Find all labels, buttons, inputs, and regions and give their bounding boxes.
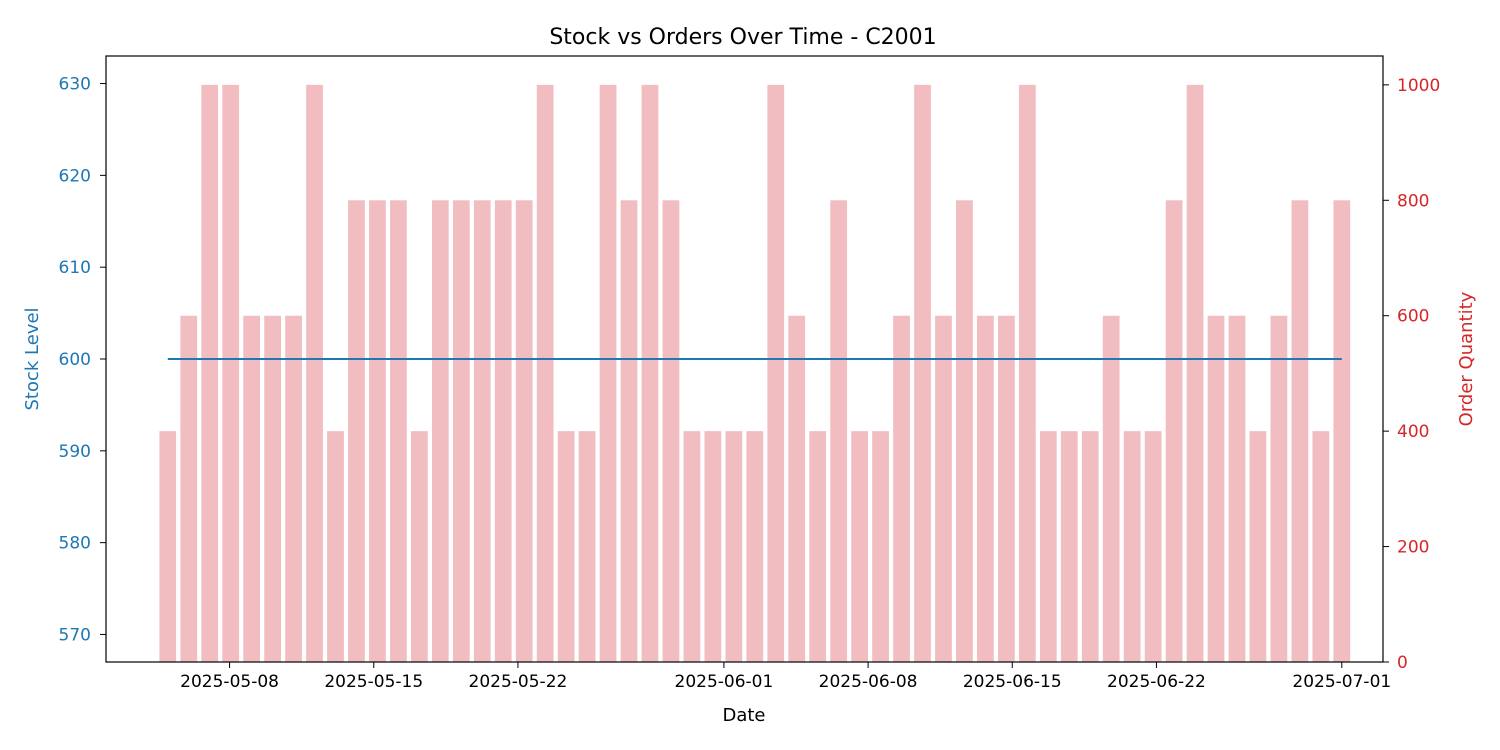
order-bar xyxy=(452,200,470,663)
order-bar xyxy=(369,200,386,663)
x-tick-label: 2025-06-08 xyxy=(819,672,918,692)
order-bar xyxy=(1081,431,1099,662)
order-bar xyxy=(1018,84,1036,663)
order-bar xyxy=(1333,200,1351,663)
right-tick-label: 0 xyxy=(1397,653,1408,673)
order-bar xyxy=(767,84,785,663)
right-tick-label: 1000 xyxy=(1397,76,1440,96)
left-tick-label: 610 xyxy=(59,258,91,278)
order-bar xyxy=(851,431,869,662)
order-bar xyxy=(159,431,177,662)
order-bar xyxy=(725,431,743,662)
order-bar xyxy=(1165,200,1183,663)
order-bar xyxy=(1249,431,1267,662)
order-bar xyxy=(348,200,365,663)
order-bar xyxy=(1312,431,1330,662)
order-bar xyxy=(180,315,198,662)
order-bar xyxy=(746,431,764,662)
right-axis-label: Order Quantity xyxy=(1456,291,1477,426)
order-bar xyxy=(201,84,219,663)
bars-group xyxy=(159,84,1351,663)
chart-title: Stock vs Orders Over Time - C2001 xyxy=(549,25,936,50)
order-bar xyxy=(390,200,407,663)
order-bar xyxy=(557,431,575,662)
order-bar xyxy=(264,315,281,662)
left-tick-label: 630 xyxy=(59,75,91,95)
left-tick-label: 620 xyxy=(59,166,91,186)
order-bar xyxy=(536,84,554,663)
order-bar xyxy=(578,431,596,662)
x-tick-label: 2025-05-15 xyxy=(324,672,423,692)
x-tick-label: 2025-06-22 xyxy=(1107,672,1206,692)
left-tick-label: 600 xyxy=(59,350,91,370)
order-bar xyxy=(515,200,533,663)
order-bar xyxy=(977,315,994,662)
right-tick-label: 400 xyxy=(1397,422,1429,442)
order-bar xyxy=(1228,315,1246,662)
order-bar xyxy=(306,84,323,663)
left-axis-label: Stock Level xyxy=(22,307,43,410)
x-axis-ticks: 2025-05-08 2025-05-15 2025-05-22 2025-06-01… xyxy=(180,662,1391,692)
order-bar xyxy=(1102,315,1120,662)
order-bar xyxy=(830,200,848,663)
order-bar xyxy=(683,431,701,662)
x-tick-label: 2025-06-01 xyxy=(675,672,774,692)
order-bar xyxy=(1060,431,1078,662)
right-tick-label: 800 xyxy=(1397,191,1429,211)
left-tick-label: 580 xyxy=(59,534,91,554)
order-bar xyxy=(1144,431,1162,662)
order-bar xyxy=(893,315,910,662)
x-axis-label: Date xyxy=(722,705,765,726)
order-bar xyxy=(956,200,973,663)
order-bar xyxy=(914,84,931,663)
x-tick-label: 2025-05-08 xyxy=(180,672,279,692)
order-bar xyxy=(1207,315,1225,662)
order-bar xyxy=(935,315,952,662)
right-tick-label: 600 xyxy=(1397,307,1429,327)
order-bar xyxy=(1291,200,1309,663)
order-bar xyxy=(1270,315,1288,662)
order-bar xyxy=(494,200,512,663)
order-bar xyxy=(1039,431,1057,662)
order-bar xyxy=(809,431,827,662)
left-tick-label: 570 xyxy=(59,625,91,645)
order-bar xyxy=(285,315,302,662)
order-bar xyxy=(704,431,722,662)
order-bar xyxy=(1186,84,1204,663)
order-bar xyxy=(243,315,261,662)
order-bar xyxy=(410,431,428,662)
right-tick-label: 200 xyxy=(1397,538,1429,558)
left-tick-label: 590 xyxy=(59,442,91,462)
x-tick-label: 2025-06-15 xyxy=(963,672,1062,692)
order-bar xyxy=(431,200,449,663)
order-bar xyxy=(222,84,240,663)
order-bar xyxy=(1123,431,1141,662)
x-tick-label: 2025-07-01 xyxy=(1292,672,1391,692)
order-bar xyxy=(997,315,1015,662)
order-bar xyxy=(473,200,491,663)
order-bar xyxy=(599,84,617,663)
order-bar xyxy=(662,200,680,663)
order-bar xyxy=(327,431,344,662)
x-tick-label: 2025-05-22 xyxy=(469,672,568,692)
order-bar xyxy=(788,315,806,662)
right-axis-ticks: 0 200 400 600 800 1000 xyxy=(1383,76,1440,673)
order-bar xyxy=(872,431,889,662)
order-bar xyxy=(620,200,638,663)
order-bar xyxy=(641,84,659,663)
left-axis-ticks: 570 580 590 600 610 620 630 xyxy=(59,75,106,645)
